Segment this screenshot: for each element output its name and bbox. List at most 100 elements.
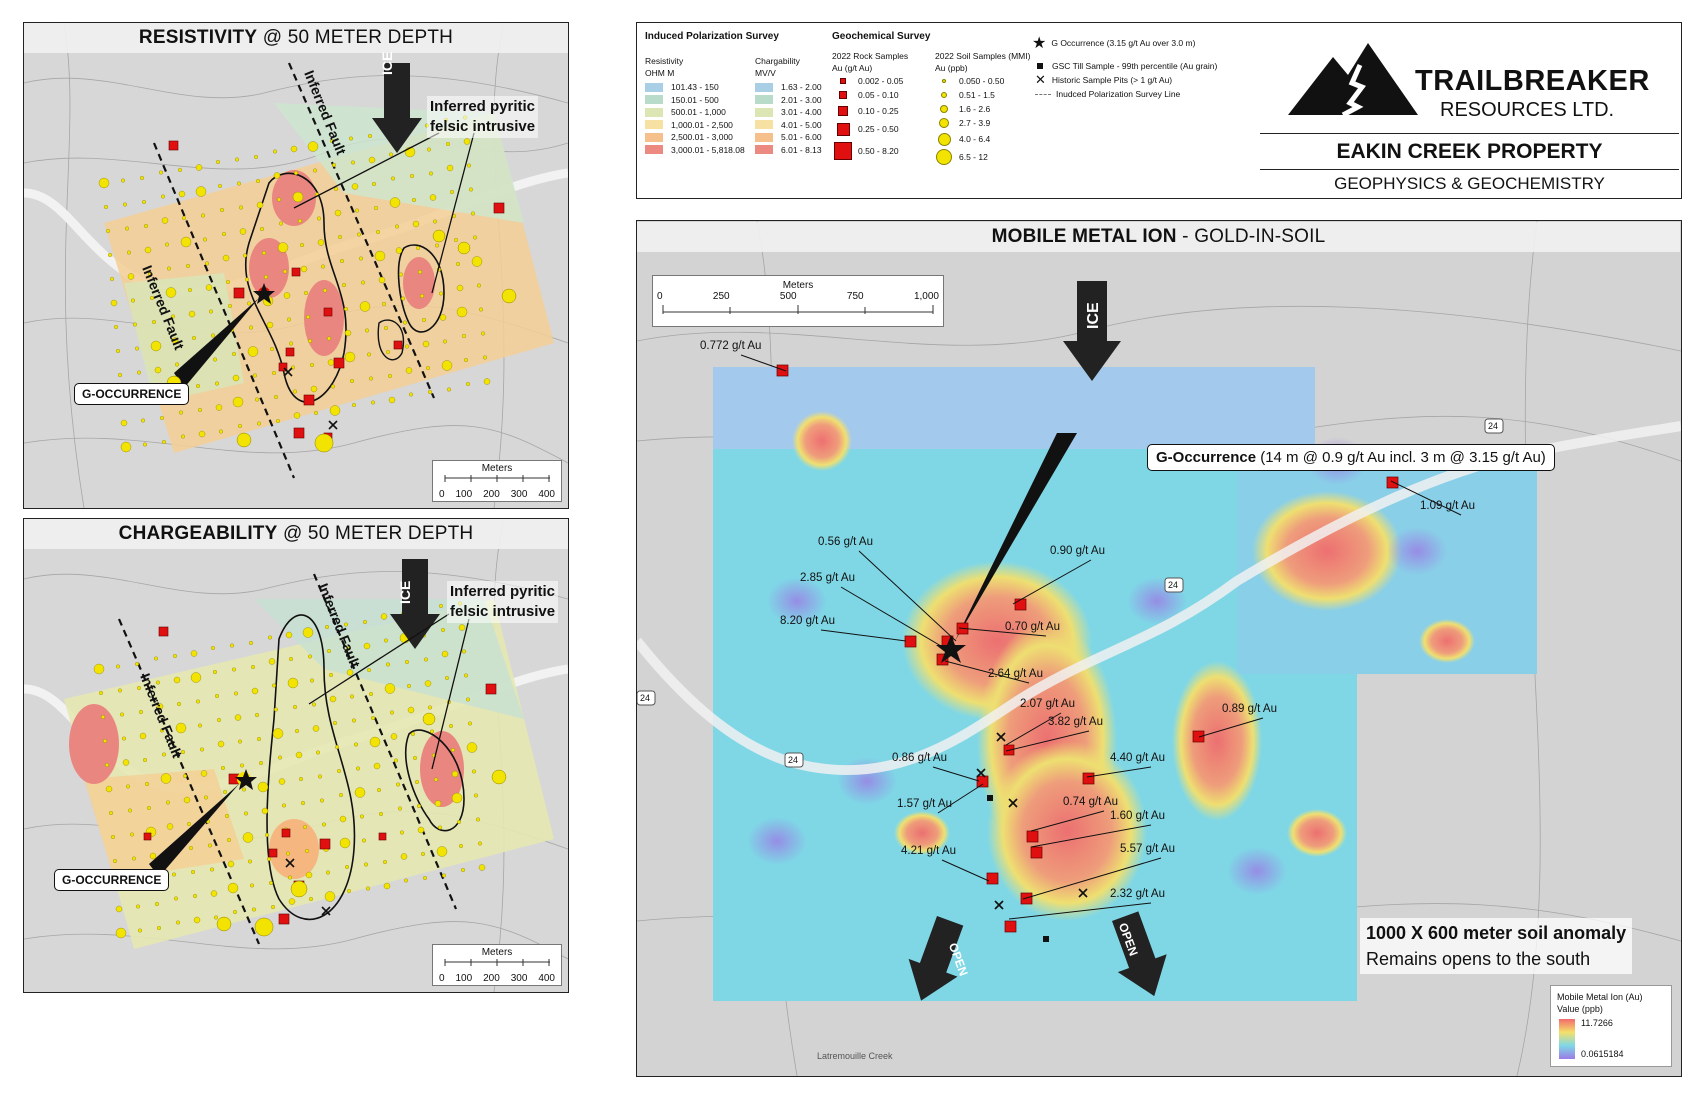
soil-sample-dot [467, 163, 472, 168]
soil-sample-dot [417, 826, 425, 834]
soil-sample-dot [386, 662, 391, 667]
soil-sample-dot [172, 653, 177, 658]
soil-sample-dot [255, 178, 260, 183]
soil-sample-dot [374, 205, 379, 210]
soil-sample-dot [195, 699, 200, 704]
soil-sample-dot [456, 261, 461, 266]
legend-symbol-label: GSC Till Sample - 99th percentile (Au gr… [1052, 61, 1218, 71]
grade-label: 2.64 g/t Au [988, 668, 1043, 680]
rock-class-row: 0.05 - 0.10 [839, 89, 899, 101]
soil-sample-dot [130, 298, 135, 303]
soil-sample-dot [383, 882, 391, 890]
soil-sample-dot [426, 366, 431, 371]
soil-sample-dot [303, 825, 308, 830]
soil-sample-dot [369, 736, 381, 748]
scale-tick: 300 [510, 973, 528, 984]
soil-sample-dot [433, 219, 438, 224]
soil-sample-dot [208, 309, 213, 314]
soil-sample-dot [225, 280, 230, 285]
soil-sample-dot [216, 717, 221, 722]
soil-sample-dot [364, 862, 369, 867]
soil-sample-dot [399, 272, 404, 277]
soil-class-label: 2.7 - 3.9 [959, 118, 991, 128]
brand-sub: RESOURCES LTD. [1440, 99, 1615, 121]
soil-sample-dot [103, 204, 108, 209]
soil-sample-dot [368, 133, 373, 138]
soil-sample-dot [161, 440, 166, 445]
soil-sample-dot [127, 808, 132, 813]
soil-sample-dot [299, 777, 304, 782]
soil-sample-dot [346, 669, 354, 676]
soil-sample-dot [190, 672, 202, 683]
soil-sample-dot [153, 656, 158, 661]
soil-sample-dot [464, 358, 469, 363]
pyritic-line1: Inferred pyritic [450, 583, 556, 600]
soil-sample-dot [293, 412, 301, 419]
soil-sample-dot [136, 685, 141, 690]
soil-sample-dot [122, 202, 127, 207]
soil-sample-dot [222, 790, 227, 795]
soil-sample-dot [355, 208, 360, 213]
pyritic-line2: felsic intrusive [450, 603, 556, 620]
legend-symbol-g-occurrence: ★ G Occurrence (3.15 g/t Au over 3.0 m) [1032, 35, 1195, 52]
soil-sample-dot [209, 867, 214, 872]
soil-sample-dot [332, 162, 337, 167]
soil-sample-dot [295, 728, 300, 733]
soil-sample-dot [450, 189, 455, 194]
soil-sample-dot [412, 197, 417, 202]
soil-sample-dot [120, 178, 125, 183]
scale-tick: 0 [657, 291, 663, 302]
soil-sample-dot [389, 197, 401, 208]
soil-sample-dot [383, 860, 388, 865]
soil-sample-dot [373, 762, 381, 770]
soil-sample-dot [161, 752, 166, 757]
grade-leader-line [941, 859, 990, 882]
soil-sample-dot [115, 927, 127, 939]
rock-class-label: 0.05 - 0.10 [858, 90, 899, 100]
soil-sample-dot [282, 803, 287, 808]
soil-sample-dot [256, 201, 264, 209]
star-icon: ★ [1032, 35, 1047, 52]
soil-sample-dot [165, 287, 177, 298]
mmi-value-legend: Mobile Metal Ion (Au) Value (ppb) 11.726… [1550, 985, 1672, 1067]
soil-sample-dot [429, 171, 434, 176]
soil-sample-dot [186, 822, 191, 827]
soil-sample-dot [141, 199, 146, 204]
soil-class-label: 0.51 - 1.5 [959, 90, 995, 100]
soil-sample-dot [227, 882, 239, 894]
mmi-legend-sub: Value (ppb) [1557, 1004, 1603, 1014]
soil-sample-dot [248, 325, 253, 330]
soil-sample-dot [477, 283, 482, 288]
soil-sample-dot [210, 890, 218, 897]
soil-sample-dot [134, 346, 139, 351]
chargeability-title-bold: CHARGEABILITY [118, 523, 278, 544]
soil-sample-dot [307, 141, 319, 152]
red-square-icon [836, 122, 850, 136]
soil-sample-dot [286, 851, 291, 856]
soil-sample-dot [395, 247, 403, 254]
color-swatch [645, 132, 663, 142]
scale-bar-small: Meters 0 100 200 300 400 [432, 944, 562, 986]
soil-sample-dot [434, 777, 439, 782]
yellow-circle-icon [936, 149, 952, 165]
soil-sample-dot [351, 160, 356, 165]
soil-sample-dot [400, 853, 408, 860]
soil-sample-dot [371, 715, 376, 720]
soil-sample-dot [154, 366, 162, 374]
soil-sample-dot [200, 213, 205, 218]
g-occurrence-callout-bold: G-Occurrence [1156, 449, 1257, 466]
soil-sample-dot [362, 838, 367, 843]
soil-sample-dot [214, 693, 219, 698]
soil-sample-dot [289, 341, 294, 346]
soil-sample-dot [308, 339, 313, 344]
mountain-logo-icon [1288, 43, 1418, 118]
mmi-title-rest: - GOLD-IN-SOIL [1176, 226, 1326, 247]
soil-sample-dot [285, 631, 293, 639]
soil-sample-dot [302, 627, 314, 638]
soil-sample-dot [445, 675, 450, 680]
soil-sample-dot [361, 280, 366, 285]
soil-sample-dot [312, 725, 320, 732]
color-swatch [755, 95, 773, 104]
soil-sample-dot [115, 905, 123, 913]
soil-sample-dot [310, 385, 318, 393]
